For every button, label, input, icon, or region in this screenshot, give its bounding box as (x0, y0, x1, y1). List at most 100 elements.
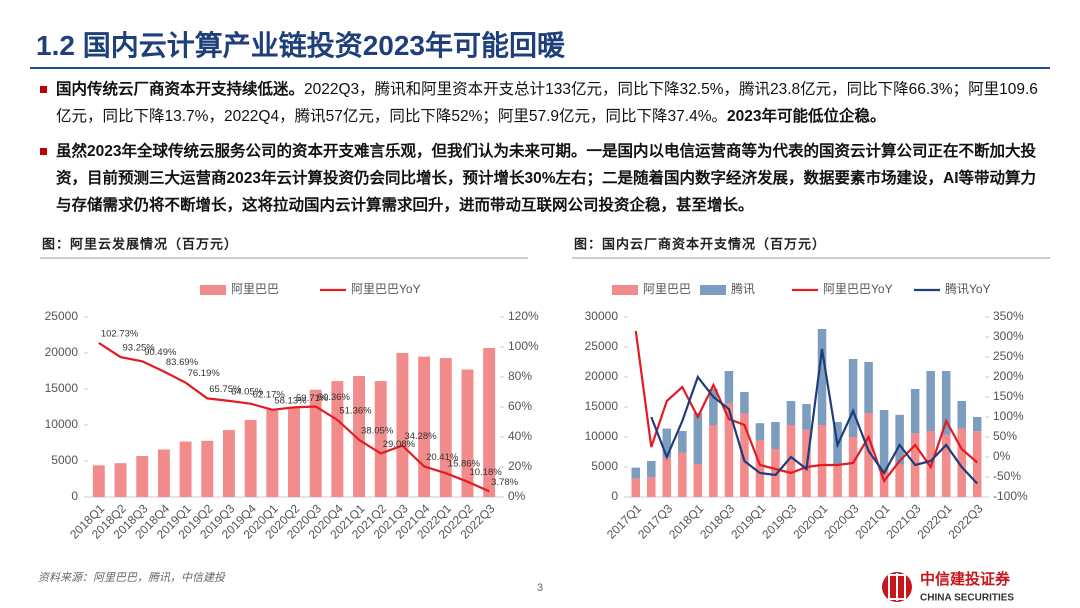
bullet-marker (40, 86, 47, 93)
y-tick-label: 15000 (585, 399, 619, 413)
bar (817, 329, 827, 425)
bar (92, 465, 105, 497)
chart-title: 图：国内云厂商资本开支情况（百万元） (574, 236, 826, 251)
bar (331, 381, 344, 497)
bar (631, 478, 641, 497)
data-label: 93.25% (123, 343, 156, 354)
bullet-text: 2023年可能低位企稳。 (727, 108, 886, 125)
bar (910, 389, 920, 434)
legend-label: 阿里巴巴YoY (351, 282, 421, 296)
y-tick-label: 5000 (591, 459, 618, 473)
y2-tick-label: 80% (508, 369, 532, 383)
bar (439, 358, 452, 497)
data-label: 62.17% (253, 389, 286, 400)
bar (833, 465, 842, 497)
bar (848, 359, 858, 437)
y2-tick-label: 100% (993, 409, 1024, 423)
bar (114, 463, 127, 497)
y-tick-label: 5000 (51, 453, 78, 467)
legend-label: 腾讯YoY (945, 281, 991, 296)
logo-icon (882, 572, 912, 602)
data-label: 76.19% (188, 368, 221, 379)
bar (288, 408, 300, 497)
legend-label: 阿里巴巴 (231, 282, 279, 296)
y-tick-label: 10000 (585, 429, 619, 443)
bullet-text: 2022Q3，腾讯和阿里资本开支总计133亿元，同比下降32.5%，腾讯23.8… (56, 81, 1038, 125)
y-tick-label: 0 (71, 489, 78, 503)
bar (786, 425, 796, 497)
y-tick-label: 25000 (585, 339, 619, 353)
bar (895, 464, 904, 497)
legend-swatch (200, 285, 226, 295)
y2-tick-label: 60% (508, 399, 532, 413)
bar (771, 449, 780, 497)
bar (786, 401, 796, 425)
bar (926, 371, 935, 431)
y2-tick-label: 300% (993, 329, 1024, 343)
bar (693, 413, 703, 464)
bar (972, 416, 982, 432)
bar (941, 371, 951, 435)
bar (396, 353, 409, 497)
data-label: 15.86% (448, 459, 481, 470)
data-label: 60.36% (318, 392, 351, 403)
bullet-text: 虽然2023年全球传统云服务公司的资本开支难言乐观，但我们认为未来可期。一是国内… (56, 143, 1037, 214)
data-label: 51.36% (339, 405, 372, 416)
bar (709, 389, 718, 425)
bar (201, 440, 214, 497)
bar (662, 428, 672, 458)
bar (483, 347, 496, 497)
data-label: 3.78% (491, 477, 518, 488)
bar (848, 437, 858, 497)
bar (957, 401, 966, 429)
y2-tick-label: 150% (993, 389, 1024, 403)
bar (941, 434, 951, 497)
legend-label: 阿里巴巴YoY (823, 282, 893, 296)
x-tick-label: 2022Q3 (946, 501, 986, 541)
line (98, 341, 490, 493)
bar (374, 381, 387, 497)
bar (461, 369, 474, 497)
bar (895, 414, 904, 465)
legend-label: 阿里巴巴 (643, 282, 691, 296)
data-label: 10.18% (469, 467, 502, 478)
y2-tick-label: -100% (993, 489, 1028, 503)
data-label: 64.05% (231, 386, 264, 397)
y-tick-label: 20000 (45, 345, 79, 359)
y2-tick-label: 100% (508, 339, 539, 353)
page-number: 3 (537, 582, 543, 594)
y-tick-label: 15000 (45, 381, 79, 395)
bar (353, 376, 366, 497)
bullet: 虽然2023年全球传统云服务公司的资本开支难言乐观，但我们认为未来可期。一是国内… (40, 138, 1050, 219)
bar (678, 452, 687, 497)
bar (157, 449, 170, 497)
logo-english: CHINA SECURITIES (920, 593, 1014, 604)
data-label: 20.41% (426, 452, 459, 463)
y-tick-label: 0 (611, 489, 618, 503)
data-label: 29.08% (383, 439, 416, 450)
bullet-text: 国内传统云厂商资本开支持续低迷。 (56, 81, 305, 98)
bullet-marker (40, 148, 47, 155)
legend-swatch (700, 285, 726, 295)
bar (309, 389, 322, 497)
y2-tick-label: 350% (993, 309, 1024, 323)
y-tick-label: 25000 (45, 309, 79, 323)
y2-tick-label: 50% (993, 429, 1017, 443)
data-label: 83.69% (166, 357, 199, 368)
bar (755, 440, 765, 497)
bar (136, 455, 149, 497)
bar (817, 425, 827, 497)
line (650, 348, 979, 485)
bar (631, 467, 641, 479)
y2-tick-label: 0% (993, 449, 1011, 463)
bar (802, 404, 811, 430)
bar (972, 431, 982, 497)
data-label: 90.49% (144, 347, 177, 358)
bar (740, 392, 749, 413)
chart-title: 图：阿里云发展情况（百万元） (42, 236, 238, 251)
data-label: 34.28% (404, 431, 437, 442)
bar (709, 425, 718, 497)
legend-swatch (612, 285, 638, 295)
bar (755, 423, 765, 440)
